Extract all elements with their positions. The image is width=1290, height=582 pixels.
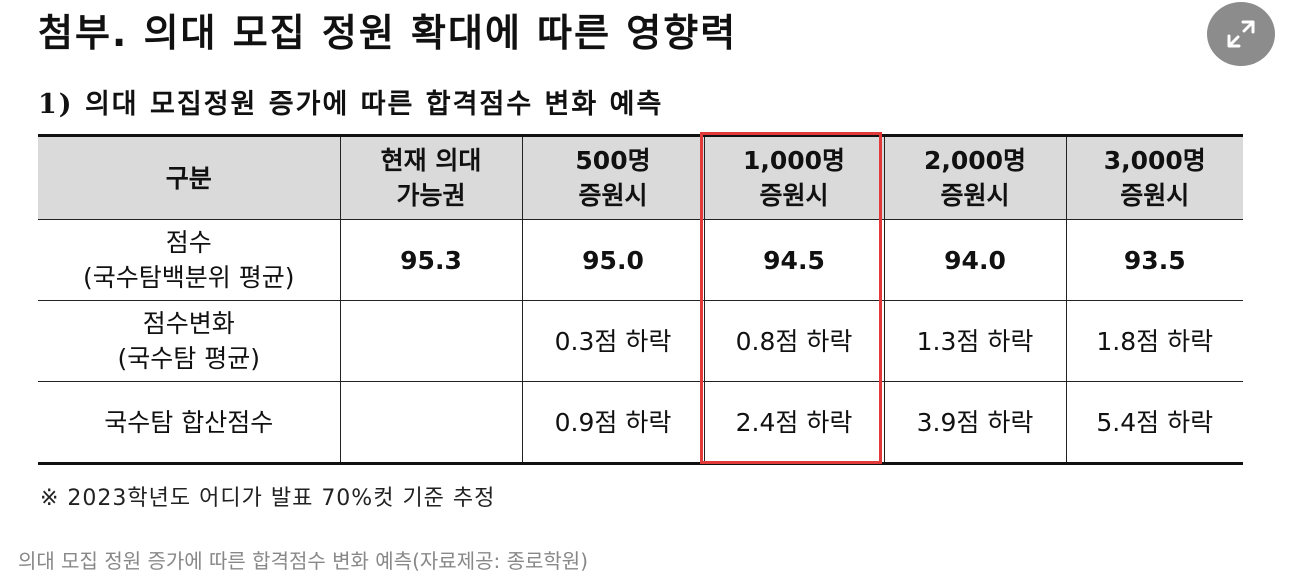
header-category: 구분 [38, 134, 341, 220]
figure-subtitle: 1) 의대 모집정원 증가에 따른 합격점수 변화 예측 [38, 89, 664, 120]
row-label: 점수 (국수탐백분위 평균) [38, 219, 341, 301]
table-cell: 0.8점 하락 [703, 300, 885, 382]
score-table: 구분 현재 의대 가능권 500명 증원시 1,000명 증원시 2,000명 증원시 … [38, 134, 1243, 465]
table-row: 점수변화 (국수탐 평균) 0.3점 하락 0.8점 하락 1.3점 하락 1.8… [38, 300, 1243, 382]
row-label: 점수변화 (국수탐 평균) [38, 300, 341, 382]
table-cell [339, 300, 523, 382]
table-cell: 94.5 [703, 219, 885, 301]
header-1000: 1,000명 증원시 [703, 134, 885, 220]
table-cell: 1.3점 하락 [883, 300, 1067, 382]
table-header-row: 구분 현재 의대 가능권 500명 증원시 1,000명 증원시 2,000명 증원시 … [38, 134, 1243, 220]
figure-image: 첨부. 의대 모집 정원 확대에 따른 영향력 1) 의대 모집정원 증가에 따… [38, 11, 1243, 511]
table-row: 국수탐 합산점수 0.9점 하락 2.4점 하락 3.9점 하락 5.4점 하락 [38, 381, 1243, 465]
table-cell: 0.3점 하락 [521, 300, 705, 382]
header-current: 현재 의대 가능권 [339, 134, 523, 220]
header-3000: 3,000명 증원시 [1065, 134, 1243, 220]
row-label: 국수탐 합산점수 [38, 381, 341, 465]
table-cell: 95.0 [521, 219, 705, 301]
expand-icon [1227, 20, 1255, 48]
table-cell: 3.9점 하락 [883, 381, 1067, 465]
table-cell: 1.8점 하락 [1065, 300, 1243, 382]
expand-button[interactable] [1207, 2, 1275, 66]
header-2000: 2,000명 증원시 [883, 134, 1067, 220]
header-500: 500명 증원시 [521, 134, 705, 220]
table-cell: 0.9점 하락 [521, 381, 705, 465]
table-cell: 5.4점 하락 [1065, 381, 1243, 465]
table-cell: 2.4점 하락 [703, 381, 885, 465]
table-cell: 93.5 [1065, 219, 1243, 301]
table-row: 점수 (국수탐백분위 평균) 95.3 95.0 94.5 94.0 93.5 [38, 219, 1243, 301]
figure-title: 첨부. 의대 모집 정원 확대에 따른 영향력 [38, 11, 738, 55]
table-cell [339, 381, 523, 465]
table-cell: 94.0 [883, 219, 1067, 301]
table-footnote: ※ 2023학년도 어디가 발표 70%컷 기준 추정 [40, 486, 496, 511]
table-cell: 95.3 [339, 219, 523, 301]
image-caption: 의대 모집 정원 증가에 따른 합격점수 변화 예측(자료제공: 종로학원) [18, 549, 589, 573]
